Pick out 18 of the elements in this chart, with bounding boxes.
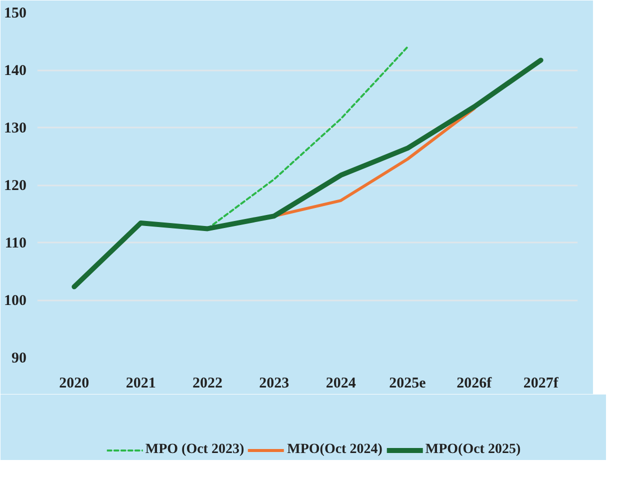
x-tick-label: 2022 bbox=[192, 376, 222, 392]
x-tick-label: 2024 bbox=[326, 376, 356, 392]
x-tick-label: 2020 bbox=[59, 376, 90, 392]
y-tick-label: 150 bbox=[4, 6, 26, 22]
y-tick-label: 110 bbox=[4, 236, 27, 252]
x-tick-label: 2026f bbox=[456, 376, 493, 392]
y-tick-label: 130 bbox=[4, 120, 26, 136]
x-tick-label: 2025e bbox=[389, 376, 426, 392]
legend-label: MPO(Oct 2024) bbox=[287, 442, 382, 458]
x-tick-label: 2027f bbox=[523, 376, 560, 392]
x-tick-label: 2023 bbox=[259, 376, 290, 392]
x-tick-label: 2021 bbox=[126, 376, 156, 392]
y-tick-label: 120 bbox=[4, 178, 26, 194]
legend-label: MPO(Oct 2025) bbox=[425, 442, 521, 458]
y-tick-label: 140 bbox=[4, 63, 26, 79]
legend-label: MPO (Oct 2023) bbox=[145, 442, 244, 458]
y-tick-label: 90 bbox=[12, 350, 26, 366]
y-tick-label: 100 bbox=[4, 293, 26, 309]
